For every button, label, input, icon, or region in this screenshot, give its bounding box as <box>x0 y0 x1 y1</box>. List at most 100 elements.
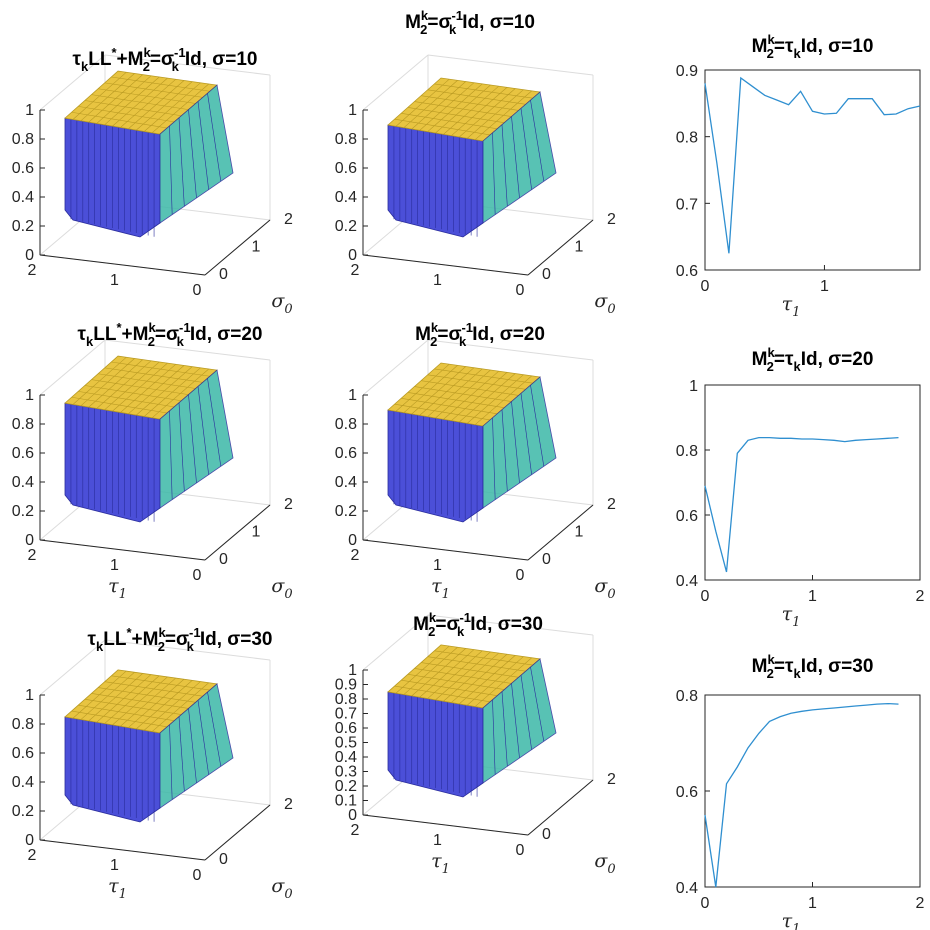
z-tick-label: 0.2 <box>12 803 34 820</box>
surface-side-ramp <box>159 369 234 509</box>
y-tick-label: 0.8 <box>676 130 698 147</box>
z-tick-label: 0.6 <box>335 160 357 177</box>
z-tick-label: 0.4 <box>12 474 34 491</box>
surface-mesh-line <box>407 107 505 123</box>
x-tick-label: 2 <box>351 262 360 279</box>
z-tick-label: 0.8 <box>12 716 34 733</box>
surface-mesh-line <box>188 394 197 484</box>
y-axis-label: σ0 <box>271 875 292 902</box>
surface-mesh-line <box>427 89 526 105</box>
surface-mesh-line <box>394 118 491 136</box>
x-tick-label: 0 <box>701 278 710 295</box>
x-axis <box>39 839 206 861</box>
plot-box <box>704 384 921 581</box>
y-axis-label: σ0 <box>594 290 615 317</box>
surface-mesh-line <box>520 108 532 190</box>
line-title-row2-col3: Mk 2=τkId, σ=20 <box>752 345 874 374</box>
x-axis <box>362 814 529 836</box>
z-tick-label: 1 <box>25 387 34 404</box>
surface-mesh-line <box>492 699 496 775</box>
surface-mesh-line <box>407 673 505 690</box>
series-line <box>704 436 899 573</box>
x-tick-label: 2 <box>351 822 360 839</box>
y-tick-label: 0.6 <box>676 263 698 280</box>
x-axis-label: τ1 <box>782 603 801 630</box>
back-edge <box>362 614 429 671</box>
y-axis-label: σ0 <box>271 575 292 602</box>
x-tick-label: 1 <box>433 272 442 289</box>
surface-mesh-line <box>78 391 175 408</box>
back-edge <box>104 339 271 361</box>
x-tick-label: 0 <box>701 588 710 605</box>
z-tick-label: 0.8 <box>12 131 34 148</box>
y-tick-label: 0.7 <box>676 196 698 213</box>
surface-mesh-line <box>104 681 203 697</box>
x-axis-label: τ1 <box>431 575 450 602</box>
y-axis-label: σ0 <box>271 290 292 317</box>
surface-mesh-line <box>78 106 175 123</box>
y-tick-label: 0.6 <box>676 508 698 525</box>
surface-mesh-line <box>207 692 222 767</box>
surface-mesh-line <box>84 100 182 117</box>
back-edge <box>39 339 106 396</box>
surface-mesh-line <box>98 88 196 104</box>
y-tick-label: 0 <box>542 551 551 568</box>
back-edge <box>427 614 594 636</box>
line-panel-row2-col3: 0.4 0.6 0.8 1 0 1 2 <box>676 378 925 605</box>
surface-mesh-line <box>401 679 498 696</box>
surface-mesh-line <box>84 385 182 402</box>
back-edge <box>362 339 429 396</box>
z-tick-label: 0.6 <box>335 720 357 737</box>
line-panel-row3-col3: 0.4 0.6 0.8 0 1 2 <box>676 688 925 912</box>
z-tick-label: 1 <box>25 687 34 704</box>
surface-mesh-line <box>104 367 203 383</box>
z-tick-label: 1 <box>348 102 357 119</box>
surface-title-row1-col1: τkLL*+Mk 2=σ-1 k Id, σ=10 <box>73 45 258 74</box>
z-tick-label: 0.1 <box>335 793 357 810</box>
y-axis <box>527 779 594 836</box>
y-axis-label: σ0 <box>594 850 615 877</box>
surface-mesh-line <box>421 95 519 111</box>
surface-mesh-line <box>207 93 222 182</box>
surface-mesh-line <box>421 380 519 396</box>
surface-mesh-line <box>421 662 519 678</box>
surface-mesh-line <box>407 392 505 408</box>
surface-mesh-line <box>78 704 175 721</box>
back-edge <box>39 639 106 696</box>
z-tick-label: 0.8 <box>335 416 357 433</box>
z-tick-label: 0 <box>348 247 357 264</box>
surface-side-ramp <box>159 683 234 809</box>
x-tick-label: 2 <box>351 547 360 564</box>
surface-mesh-line <box>511 116 520 199</box>
x-tick-label: 1 <box>808 895 817 912</box>
y-tick-label: 1 <box>252 524 261 541</box>
surface-mesh-line <box>520 393 532 475</box>
surface-mesh-line <box>501 691 508 767</box>
x-axis-label: τ1 <box>782 910 801 930</box>
plot-box <box>704 694 921 888</box>
y-tick-label: 0.4 <box>676 880 698 897</box>
y-tick-label: 2 <box>607 496 616 513</box>
z-tick-label: 0 <box>25 247 34 264</box>
z-tick-label: 0.6 <box>12 745 34 762</box>
surface-mesh-line <box>434 83 533 99</box>
surface-mesh-line <box>511 401 520 484</box>
z-tick-label: 0.6 <box>335 445 357 462</box>
x-tick-label: 0 <box>193 867 202 884</box>
z-tick-label: 0.7 <box>335 706 357 723</box>
back-edge <box>427 54 594 76</box>
z-tick-label: 0.6 <box>12 160 34 177</box>
z-tick-label: 0.8 <box>12 416 34 433</box>
surface-mesh-line <box>434 650 533 666</box>
surface-mesh-line <box>98 373 196 389</box>
y-tick-label: 2 <box>284 211 293 228</box>
z-tick-label: 0 <box>25 832 34 849</box>
x-tick-label: 0 <box>193 282 202 299</box>
plot-box <box>704 69 921 271</box>
x-axis <box>362 254 529 276</box>
y-tick-label: 0.4 <box>676 573 698 590</box>
